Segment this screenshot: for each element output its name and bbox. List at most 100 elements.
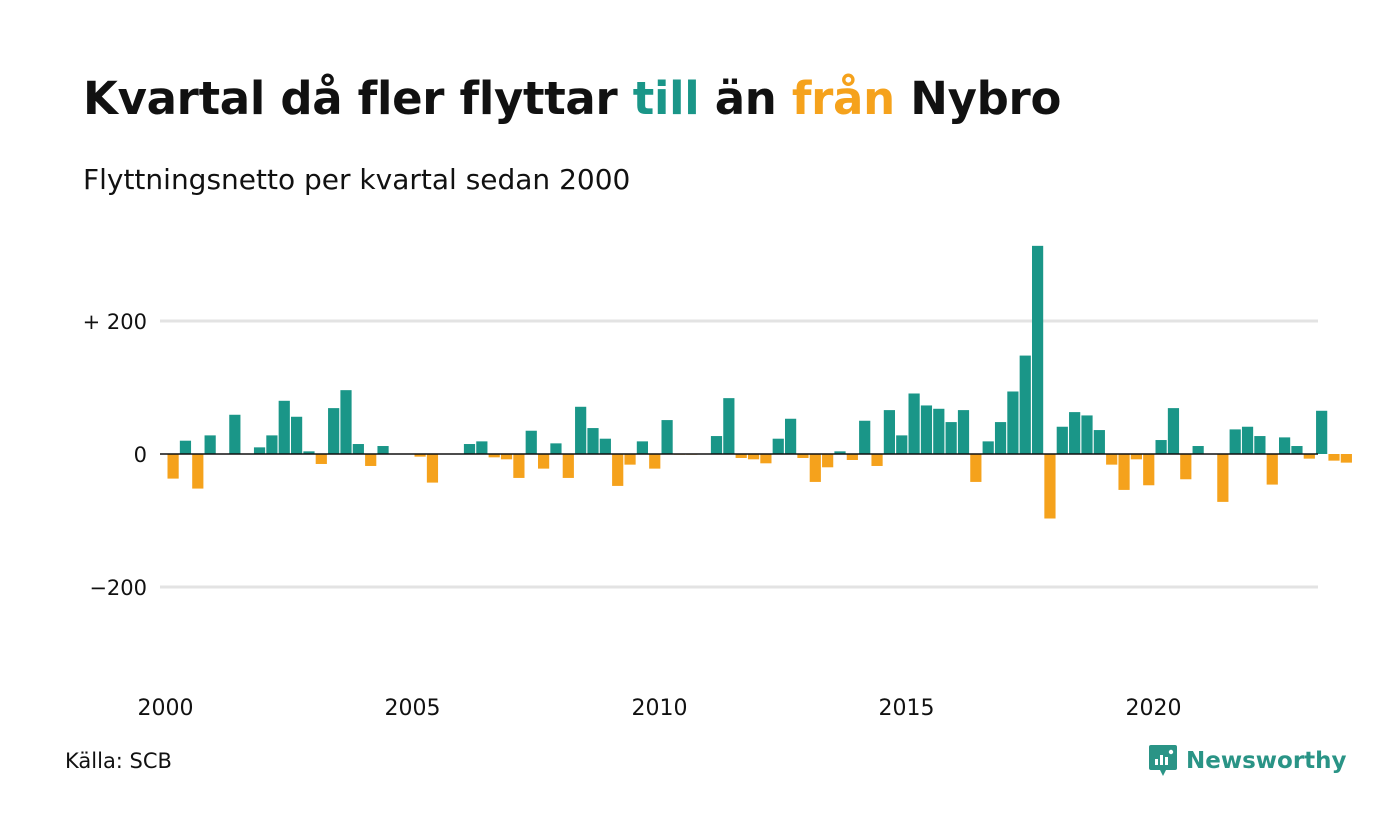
bar — [1081, 415, 1093, 454]
x-tick-label: 2020 — [1126, 696, 1182, 721]
bar — [463, 444, 476, 454]
bar — [1118, 454, 1130, 490]
bar — [315, 454, 327, 464]
bar — [859, 420, 871, 454]
bar — [1266, 454, 1278, 485]
bar — [513, 454, 525, 478]
bar — [1303, 454, 1315, 459]
bar — [797, 454, 809, 458]
bar — [710, 436, 723, 455]
bar — [278, 400, 290, 454]
bar — [1032, 245, 1044, 454]
bar — [636, 441, 648, 455]
title-negative-word: från — [791, 72, 895, 125]
grid-lines — [160, 319, 1318, 589]
bar — [291, 416, 303, 454]
bar — [1291, 446, 1303, 454]
bar — [945, 422, 957, 454]
bar — [167, 454, 179, 479]
bar — [1106, 454, 1118, 465]
bar — [735, 454, 747, 458]
title-positive-word: till — [632, 72, 700, 125]
bar — [328, 408, 340, 455]
chart-subtitle: Flyttningsnetto per kvartal sedan 2000 — [83, 163, 631, 196]
x-tick-label: 2000 — [138, 696, 194, 721]
bar — [1056, 426, 1068, 455]
bar — [1328, 454, 1340, 461]
bar — [1143, 454, 1155, 486]
bar — [377, 446, 389, 454]
y-tick-label: −200 — [89, 576, 147, 600]
bar — [365, 454, 377, 466]
x-tick-label: 2005 — [385, 696, 441, 721]
bar — [525, 430, 537, 455]
bar — [1254, 436, 1266, 455]
bar — [970, 454, 982, 482]
bar — [488, 454, 500, 458]
bar — [1019, 355, 1031, 454]
title-part-2: än — [699, 72, 792, 125]
bar — [1155, 440, 1167, 454]
x-tick-label: 2010 — [632, 696, 688, 721]
y-tick-label: + 200 — [83, 310, 147, 334]
y-axis-labels: + 200 0 −200 — [83, 310, 147, 600]
bar — [982, 441, 994, 455]
bar — [1217, 454, 1229, 502]
bar — [575, 406, 587, 454]
bar — [266, 435, 278, 454]
bar — [1192, 446, 1204, 454]
bar — [1044, 454, 1056, 519]
bar — [834, 451, 846, 454]
bar — [785, 418, 797, 454]
bar — [1279, 437, 1291, 455]
bar — [599, 438, 611, 454]
bar — [772, 438, 784, 454]
bar — [822, 454, 834, 468]
bar — [550, 443, 562, 454]
bar — [340, 390, 352, 454]
bar — [229, 414, 241, 454]
bar — [476, 441, 488, 455]
title-part-3: Nybro — [894, 72, 1062, 125]
bar — [957, 410, 970, 454]
bar — [192, 454, 204, 489]
bar — [760, 454, 772, 464]
bar — [896, 435, 908, 454]
bar — [1241, 426, 1254, 455]
bar — [661, 420, 673, 454]
y-tick-label: 0 — [134, 443, 147, 467]
x-tick-label: 2015 — [879, 696, 935, 721]
brand-name: Newsworthy — [1186, 748, 1347, 774]
bar — [612, 454, 624, 486]
bar — [1130, 454, 1142, 460]
newsworthy-logo-icon — [1149, 745, 1177, 776]
bar — [414, 454, 426, 457]
bar — [747, 454, 760, 460]
bar — [179, 440, 192, 454]
bar — [303, 451, 315, 454]
bar — [538, 454, 550, 469]
bar — [624, 454, 636, 465]
bar — [352, 444, 364, 454]
bar — [1069, 412, 1081, 455]
bar — [1229, 429, 1241, 454]
bar — [204, 435, 216, 454]
bar — [994, 422, 1007, 454]
bar — [1007, 391, 1019, 454]
bar — [1340, 454, 1352, 463]
bar — [908, 393, 920, 455]
bar — [1167, 408, 1180, 455]
x-axis-labels: 2000 2005 2010 2015 2020 — [138, 696, 1182, 721]
bar — [649, 454, 661, 469]
bar — [871, 454, 883, 466]
bar — [723, 398, 735, 454]
source-note: Källa: SCB — [65, 749, 172, 773]
bar — [809, 454, 821, 482]
bar — [1316, 410, 1328, 454]
bar — [883, 410, 895, 454]
bar — [846, 454, 858, 460]
bar — [562, 454, 574, 478]
bar — [253, 447, 266, 454]
title-part-1: Kvartal då fler flyttar — [83, 72, 633, 125]
